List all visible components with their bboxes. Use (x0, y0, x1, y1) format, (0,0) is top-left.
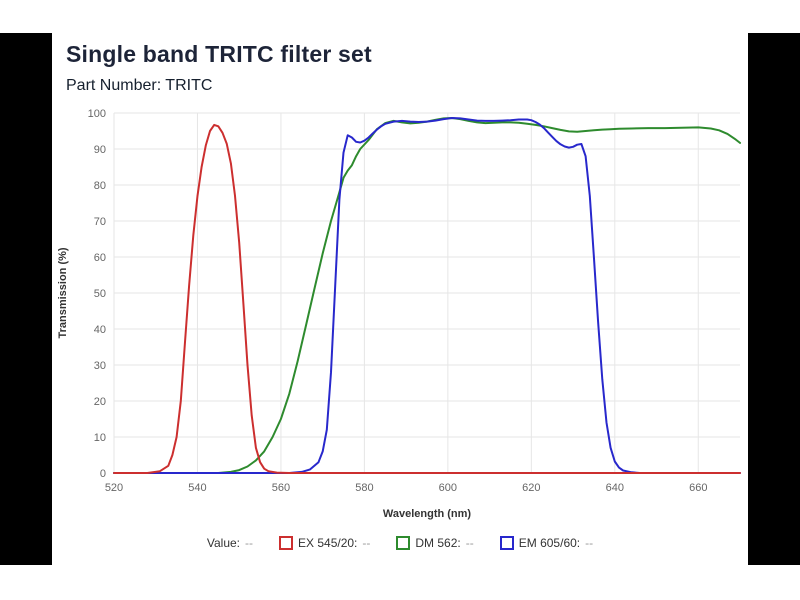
y-tick-label: 30 (94, 360, 106, 372)
x-tick-label: 600 (439, 482, 457, 494)
y-tick-label: 10 (94, 432, 106, 444)
x-tick-label: 640 (606, 482, 624, 494)
transmission-chart: 0 10 20 30 40 50 60 70 80 90 100 520 540 560 580 600 620… (57, 108, 741, 520)
y-tick-label: 0 (100, 468, 106, 480)
legend-item-label: EX 545/20: (298, 536, 358, 550)
y-tick-label: 70 (94, 216, 106, 228)
y-tick-label: 40 (94, 324, 106, 336)
x-tick-label: 560 (272, 482, 290, 494)
x-tick-label: 620 (522, 482, 540, 494)
series-line-ex-545-20 (113, 123, 741, 474)
chart-card: Single band TRITC filter set Part Number… (52, 33, 748, 565)
legend-item-em-605-60[interactable]: EM 605/60: -- (499, 536, 594, 550)
legend-swatch-icon (396, 536, 411, 550)
legend-value-item: Value: -- (207, 536, 253, 550)
part-number-subtitle: Part Number: TRITC (66, 77, 213, 94)
legend-item-label: DM 562: (415, 536, 461, 550)
legend-item-value: -- (465, 536, 474, 550)
y-tick-label: 60 (94, 252, 106, 264)
y-tick-label: 90 (94, 144, 106, 156)
legend-swatch-icon (279, 536, 293, 550)
legend-value-placeholder: -- (245, 536, 253, 550)
x-tick-label: 520 (105, 482, 123, 494)
y-tick-label: 80 (94, 180, 106, 192)
x-axis-title: Wavelength (nm) (383, 508, 472, 520)
series-line-em-605-60 (113, 117, 741, 474)
x-tick-label: 660 (689, 482, 707, 494)
x-tick-label: 540 (188, 482, 206, 494)
legend-value-label: Value: (206, 536, 240, 550)
legend-item-value: -- (585, 536, 594, 550)
x-tick-label: 580 (355, 482, 373, 494)
legend-item-label: EM 605/60: (518, 536, 581, 550)
series-line-dm-562 (113, 117, 741, 474)
y-tick-label: 100 (88, 108, 106, 120)
legend-swatch-icon (499, 536, 514, 550)
y-axis-title: Transmission (%) (57, 247, 69, 338)
legend-item-value: -- (362, 536, 371, 550)
legend-item-dm-562[interactable]: DM 562: -- (396, 536, 474, 550)
legend-item-ex-545-20[interactable]: EX 545/20: -- (279, 536, 370, 550)
chart-legend: Value: -- EX 545/20: -- DM 562: -- EM 605/60: -… (52, 536, 748, 550)
y-tick-label: 20 (94, 396, 106, 408)
page-title: Single band TRITC filter set (66, 41, 372, 67)
y-tick-label: 50 (94, 288, 106, 300)
